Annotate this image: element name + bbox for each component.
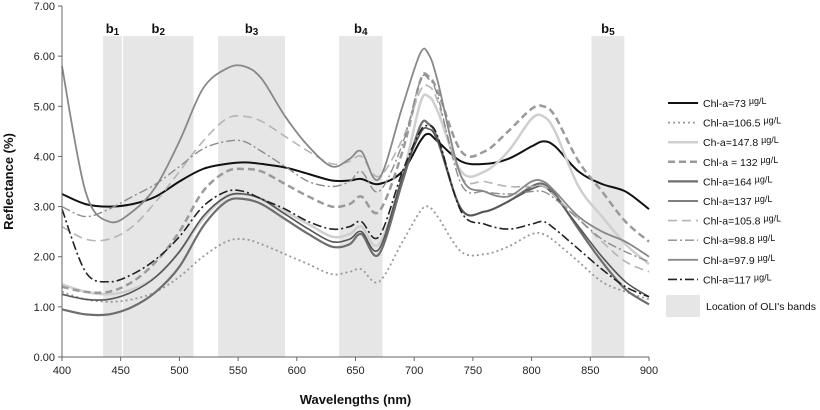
tick-labels-layer: 400 450 500 550 600 650 700 750 800 850 900 0.00 1.0… (34, 1, 659, 377)
legend-box (664, 93, 814, 325)
y-tick-label: 2.00 (34, 252, 55, 264)
y-tick-label: 7.00 (34, 1, 55, 13)
series-line-1 (61, 132, 650, 210)
band-labels-layer: b1 b2 b3 b4 b5 (106, 21, 615, 38)
series-line-2 (61, 205, 650, 303)
x-tick-label: 800 (522, 365, 540, 377)
band-label-3: b3 (245, 21, 259, 38)
series-line-5 (61, 119, 650, 317)
series-line-7 (61, 83, 650, 273)
y-tick-label: 4.00 (34, 151, 55, 163)
x-tick-label: 850 (581, 365, 599, 377)
band-label-1: b1 (106, 21, 120, 38)
legend-label-10: Chl-a=117 µg/L (703, 272, 772, 286)
series-line-10 (61, 124, 650, 298)
y-axis-title: Reflectance (%) (1, 133, 16, 230)
legend-label-6: Chl-a=137 µg/L (703, 194, 772, 208)
series-lines-layer (61, 47, 650, 317)
x-tick-label: 450 (112, 365, 130, 377)
y-tick-label: 6.00 (34, 51, 55, 63)
y-tick-label: 1.00 (34, 302, 55, 314)
x-tick-label: 750 (464, 365, 482, 377)
series-line-9 (61, 47, 650, 258)
band-label-5: b5 (601, 21, 615, 38)
legend-label-4: Chl-a = 132 µg/L (703, 155, 778, 169)
series-line-4 (61, 72, 650, 295)
oli-band-2 (123, 36, 194, 357)
legend-items: Chl-a=73 µg/L Chl-a=106.5 µg/L Ch-a=147.8 … (666, 96, 816, 317)
y-tick-label: 5.00 (34, 101, 55, 113)
x-tick-label: 650 (346, 365, 364, 377)
oli-band-5 (591, 36, 625, 357)
legend-label-2: Chl-a=106.5 µg/L (703, 116, 781, 130)
legend-label-7: Chl-a=105.8 µg/L (703, 214, 781, 228)
x-tick-label: 400 (53, 365, 71, 377)
y-tick-label: 3.00 (34, 202, 55, 214)
x-tick-label: 700 (405, 365, 423, 377)
oli-band-1 (103, 36, 122, 357)
legend-swatch-bands (666, 295, 700, 317)
legend-label-5: Chl-a=164 µg/L (703, 174, 772, 188)
band-label-2: b2 (152, 21, 166, 38)
x-tick-label: 550 (229, 365, 247, 377)
legend-label-bands: Location of OLI's bands (706, 301, 816, 313)
oli-bands-layer (103, 36, 625, 357)
x-tick-label: 900 (640, 365, 658, 377)
legend-label-9: Chl-a=97.9 µg/L (703, 253, 775, 267)
legend: Chl-a=73 µg/L Chl-a=106.5 µg/L Ch-a=147.8 … (664, 93, 816, 325)
legend-label-3: Ch-a=147.8 µg/L (703, 135, 779, 149)
legend-label-8: Chl-a=98.8 µg/L (703, 233, 775, 247)
legend-label-1: Chl-a=73 µg/L (703, 96, 767, 110)
series-line-8 (61, 74, 650, 263)
x-axis-title: Wavelengths (nm) (300, 392, 411, 407)
x-tick-label: 600 (288, 365, 306, 377)
x-tick-label: 500 (170, 365, 188, 377)
y-tick-label: 0.00 (34, 352, 55, 364)
band-label-4: b4 (354, 21, 368, 38)
